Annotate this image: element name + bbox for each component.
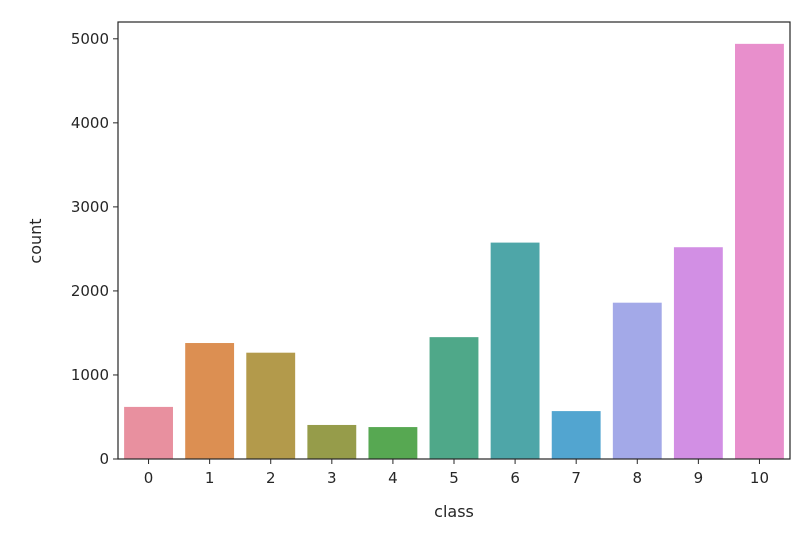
y-axis: 0 1000 2000 3000 4000 5000 (71, 30, 118, 468)
x-tick-label: 2 (266, 469, 276, 487)
y-tick-label: 4000 (71, 114, 109, 132)
bar-class-1 (185, 343, 235, 459)
y-tick-label: 0 (99, 450, 109, 468)
x-tick-label: 3 (327, 469, 337, 487)
y-tick-label: 5000 (71, 30, 109, 48)
bar-class-0 (124, 406, 173, 459)
y-tick-label: 3000 (71, 198, 109, 216)
x-tick-label: 9 (694, 469, 704, 487)
x-tick-label: 4 (388, 469, 398, 487)
y-axis-title: count (26, 218, 45, 263)
x-tick-label: 1 (205, 469, 215, 487)
bar-class-9 (673, 247, 723, 459)
x-axis-title: class (434, 502, 474, 521)
bar-class-6 (490, 242, 540, 459)
x-axis: 0 1 2 3 4 5 6 7 8 9 10 (144, 459, 769, 487)
x-tick-label: 0 (144, 469, 154, 487)
y-tick-label: 1000 (71, 366, 109, 384)
x-tick-label: 10 (750, 469, 769, 487)
bar-class-10 (735, 43, 784, 459)
x-tick-label: 5 (449, 469, 459, 487)
bar-class-4 (368, 427, 418, 459)
y-tick-label: 2000 (71, 282, 109, 300)
bar-class-3 (307, 424, 357, 459)
x-tick-label: 7 (571, 469, 581, 487)
x-tick-label: 8 (632, 469, 642, 487)
bar-class-7 (551, 411, 601, 459)
bar-class-2 (246, 352, 296, 459)
bar-class-8 (612, 302, 662, 459)
x-tick-label: 6 (510, 469, 520, 487)
bars (124, 43, 784, 459)
bar-class-5 (429, 337, 479, 459)
